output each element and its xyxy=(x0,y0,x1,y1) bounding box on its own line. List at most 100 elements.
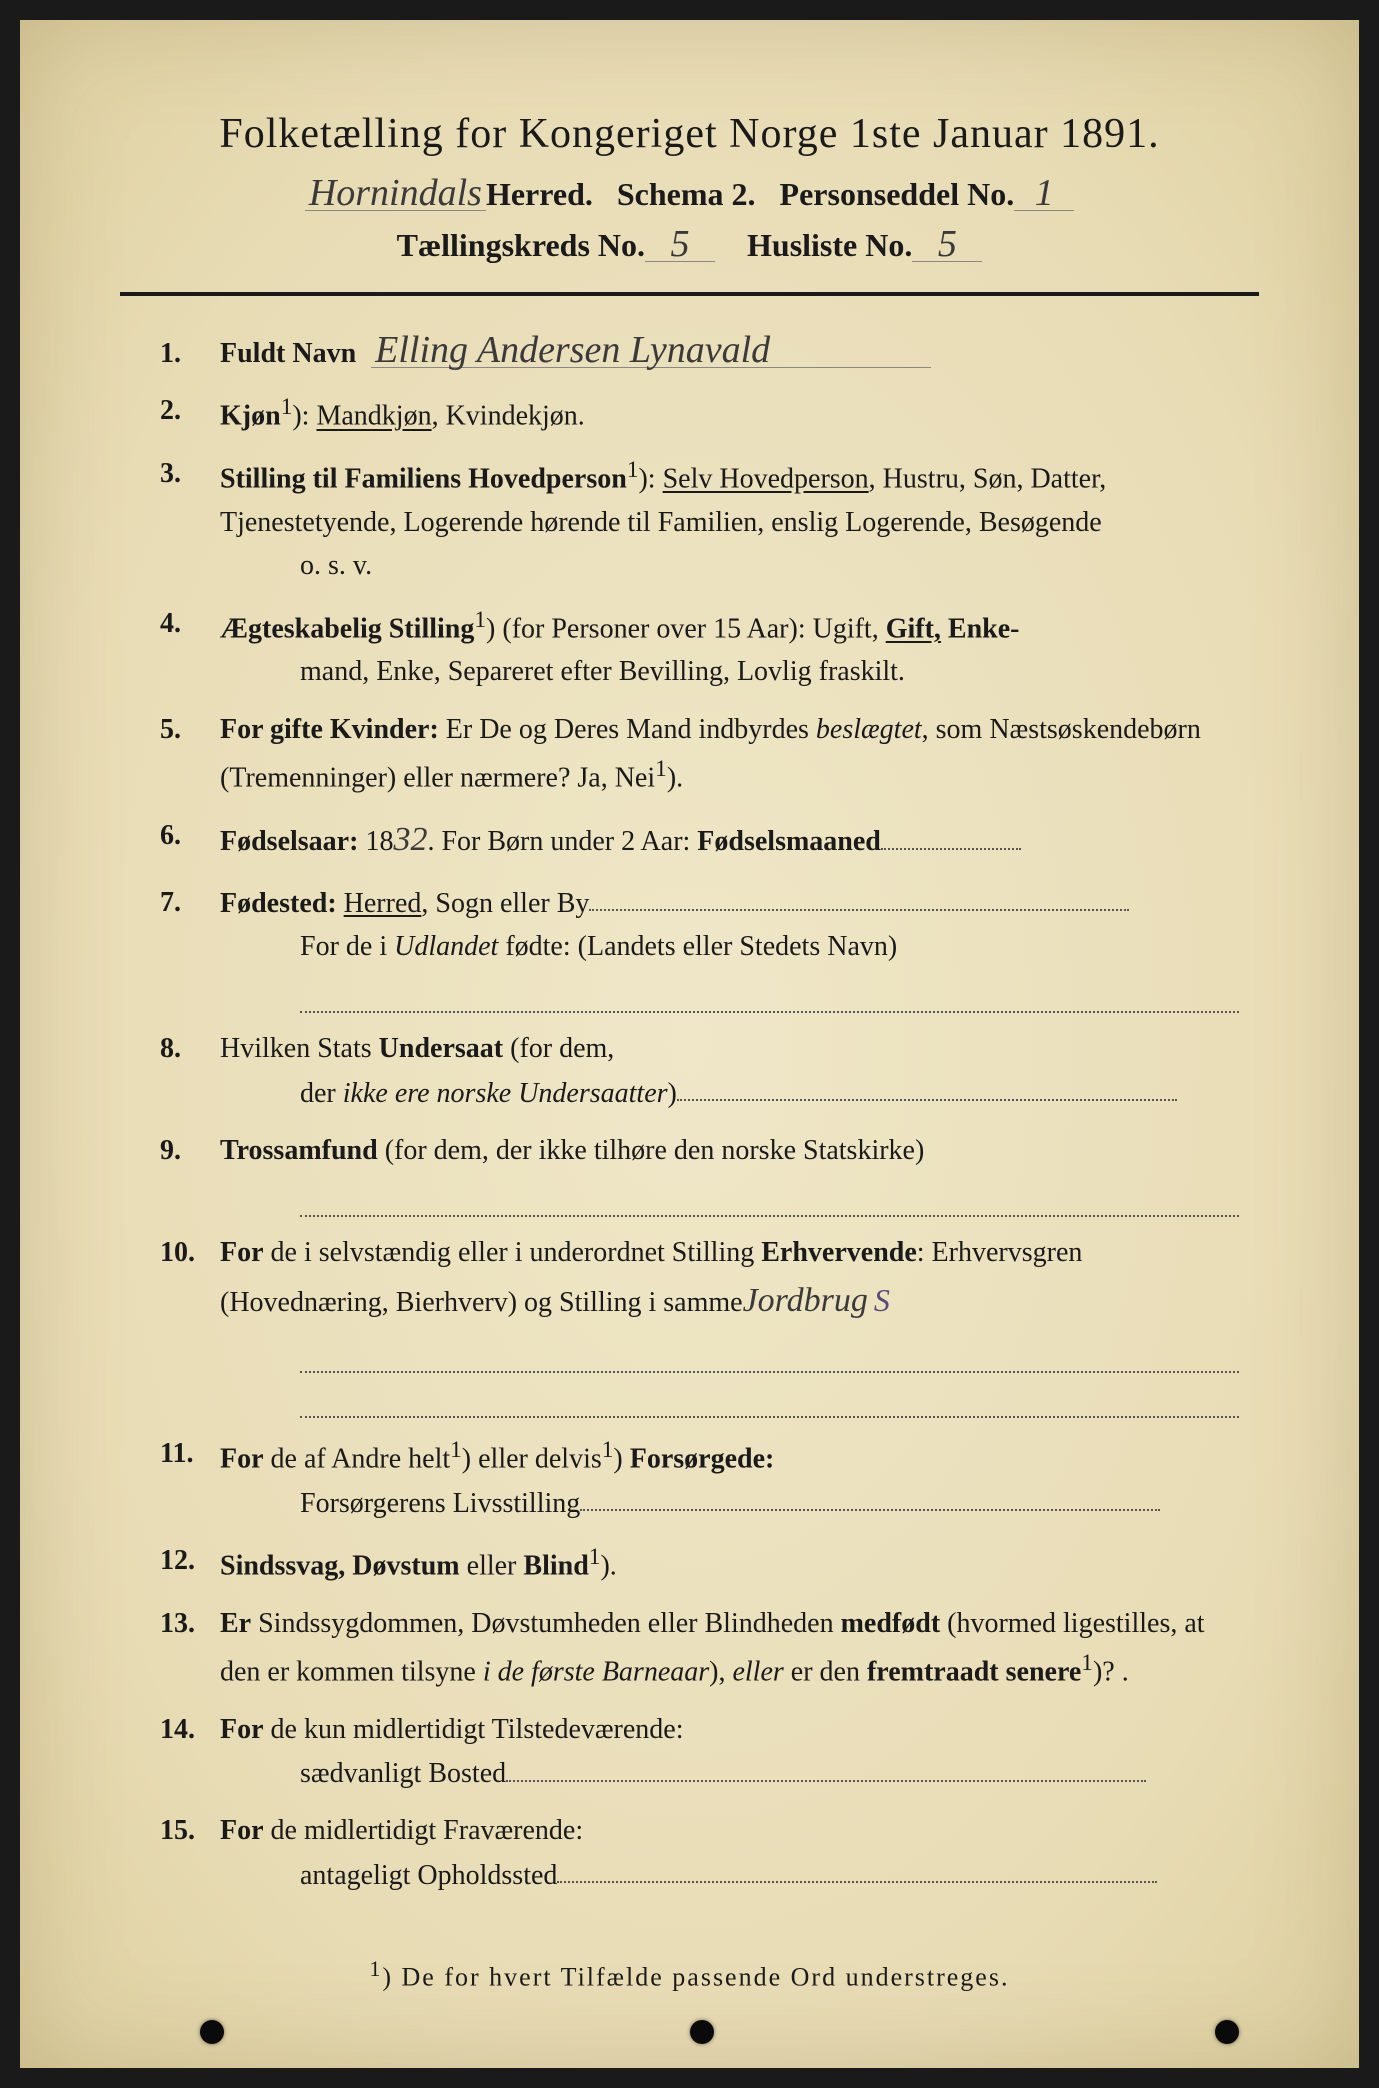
text: (for dem, der ikke tilhøre den norske St… xyxy=(378,1135,925,1166)
sup: 1 xyxy=(1081,1650,1093,1676)
item-body: For de af Andre helt1) eller delvis1) Fo… xyxy=(220,1432,1239,1525)
opt-gift: Gift, xyxy=(886,613,941,644)
item-9: 9. Trossamfund (for dem, der ikke tilhør… xyxy=(160,1129,1239,1218)
herred-label: Herred. xyxy=(486,176,593,212)
item-body: Er Sindssygdommen, Døvstumheden eller Bl… xyxy=(220,1602,1239,1694)
item-number: 6. xyxy=(160,814,220,867)
item-body: Fødested: Herred, Sogn eller By For de i… xyxy=(220,881,1239,1014)
text: eller xyxy=(460,1550,524,1581)
kreds-label: Tællingskreds No. xyxy=(397,227,645,263)
item-body: Hvilken Stats Undersaat (for dem, der ik… xyxy=(220,1027,1239,1115)
text: de af Andre helt xyxy=(264,1443,451,1474)
item-1: 1. Fuldt Navn Elling Andersen Lynavald xyxy=(160,332,1239,375)
item-4: 4. Ægteskabelig Stilling1) (for Personer… xyxy=(160,602,1239,694)
text: antageligt Opholdssted xyxy=(300,1853,1239,1897)
dotted-fill xyxy=(300,1334,1239,1373)
item-number: 10. xyxy=(160,1231,220,1417)
sup: 1 xyxy=(474,607,486,633)
punch-hole-icon xyxy=(1215,2020,1239,2044)
item-3: 3. Stilling til Familiens Hovedperson1):… xyxy=(160,452,1239,588)
item-body: Fuldt Navn Elling Andersen Lynavald xyxy=(220,332,1239,375)
item-body: Fødselsaar: 1832. For Børn under 2 Aar: … xyxy=(220,814,1239,867)
text-beslaegtet: beslægtet xyxy=(816,714,922,745)
footnote-text: ) De for hvert Tilfælde passende Ord und… xyxy=(382,1962,1009,1991)
text: mand, Enke, Separeret efter Bevilling, L… xyxy=(300,650,1239,693)
main-title: Folketælling for Kongeriget Norge 1ste J… xyxy=(120,110,1259,158)
item-number: 4. xyxy=(160,602,220,694)
text: ): xyxy=(638,463,662,494)
label-stilling: Stilling til Familiens Hovedperson xyxy=(220,463,627,494)
year-prefix: 18 xyxy=(365,826,393,857)
text: ). xyxy=(600,1550,616,1581)
item-6: 6. Fødselsaar: 1832. For Børn under 2 Aa… xyxy=(160,814,1239,867)
item-body: For de i selvstændig eller i underordnet… xyxy=(220,1231,1239,1417)
dotted-fill xyxy=(589,881,1129,912)
label-fodested: Fødested: xyxy=(220,887,344,918)
text-ikke-norske: ikke ere norske Undersaatter xyxy=(343,1077,668,1108)
text: ) (for Personer over 15 Aar): Ugift, xyxy=(486,613,886,644)
label-aegteskab: Ægteskabelig Stilling xyxy=(220,613,474,644)
birth-year-handwritten: 32 xyxy=(393,821,427,858)
label-for: For xyxy=(220,1443,264,1474)
husliste-label: Husliste No. xyxy=(747,227,912,263)
item-13: 13. Er Sindssygdommen, Døvstumheden elle… xyxy=(160,1602,1239,1694)
text-udlandet-line: For de i Udlandet fødte: (Landets eller … xyxy=(300,925,1239,968)
item-number: 8. xyxy=(160,1027,220,1115)
items-list: 1. Fuldt Navn Elling Andersen Lynavald 2… xyxy=(120,332,1259,1897)
text: For de i xyxy=(300,931,394,962)
item-14: 14. For de kun midlertidigt Tilstedevære… xyxy=(160,1708,1239,1796)
item-5: 5. For gifte Kvinder: Er De og Deres Man… xyxy=(160,708,1239,800)
item-12: 12. Sindssvag, Døvstum eller Blind1). xyxy=(160,1539,1239,1588)
schema-label: Schema 2. xyxy=(617,176,756,212)
sep: , xyxy=(432,401,446,432)
text: Forsørgerens Livsstilling xyxy=(300,1481,1239,1525)
text: antageligt Opholdssted xyxy=(300,1859,557,1890)
item-number: 15. xyxy=(160,1809,220,1897)
label-kjon: Kjøn xyxy=(220,401,281,432)
text: de i selvstændig eller i underordnet Sti… xyxy=(264,1237,762,1268)
dotted-fill xyxy=(300,974,1239,1013)
header-divider xyxy=(120,292,1259,296)
text: ) eller delvis xyxy=(462,1443,602,1474)
personseddel-no: 1 xyxy=(1014,176,1074,211)
text: fødte: (Landets eller Stedets Navn) xyxy=(498,931,897,962)
opt-mandkjon: Mandkjøn xyxy=(316,401,431,432)
label-for: For xyxy=(220,1237,264,1268)
label-forsorgede: Forsørgede: xyxy=(630,1443,775,1474)
label-er: Er xyxy=(220,1608,251,1639)
osv: o. s. v. xyxy=(300,544,1239,587)
item-body: For de midlertidigt Fraværende: antageli… xyxy=(220,1809,1239,1897)
occupation-handwritten: Jordbrug xyxy=(743,1282,868,1319)
text: ). xyxy=(667,762,683,793)
label-fremtraadt: fremtraadt senere xyxy=(867,1656,1081,1687)
item-2: 2. Kjøn1): Mandkjøn, Kvindekjøn. xyxy=(160,389,1239,438)
text: Forsørgerens Livsstilling xyxy=(300,1487,580,1518)
item-number: 12. xyxy=(160,1539,220,1588)
item-number: 3. xyxy=(160,452,220,588)
item-body: For gifte Kvinder: Er De og Deres Mand i… xyxy=(220,708,1239,800)
text: . For Børn under 2 Aar: xyxy=(427,826,697,857)
kreds-no: 5 xyxy=(645,227,715,262)
personseddel-label: Personseddel No. xyxy=(780,176,1015,212)
text: Hvilken Stats xyxy=(220,1033,379,1064)
text: sædvanligt Bosted xyxy=(300,1758,506,1789)
dotted-fill xyxy=(580,1481,1160,1512)
letter-s: S xyxy=(874,1282,890,1318)
item-7: 7. Fødested: Herred, Sogn eller By For d… xyxy=(160,881,1239,1014)
husliste-no: 5 xyxy=(912,227,982,262)
dotted-fill xyxy=(506,1751,1146,1782)
dotted-fill xyxy=(300,1178,1239,1217)
label-trossamfund: Trossamfund xyxy=(220,1135,378,1166)
dotted-fill xyxy=(557,1853,1157,1884)
sup: 1 xyxy=(589,1544,601,1570)
opt-selv-hovedperson: Selv Hovedperson xyxy=(663,463,869,494)
herred-handwritten: Hornindals xyxy=(305,176,486,211)
sup: 1 xyxy=(627,457,639,483)
item-number: 14. xyxy=(160,1708,220,1796)
sup: 1 xyxy=(281,394,293,420)
item-number: 5. xyxy=(160,708,220,800)
text-barneaar: i de første Barneaar xyxy=(483,1656,709,1687)
item-15: 15. For de midlertidigt Fraværende: anta… xyxy=(160,1809,1239,1897)
item-body: Sindssvag, Døvstum eller Blind1). xyxy=(220,1539,1239,1588)
text: ) xyxy=(668,1077,677,1108)
